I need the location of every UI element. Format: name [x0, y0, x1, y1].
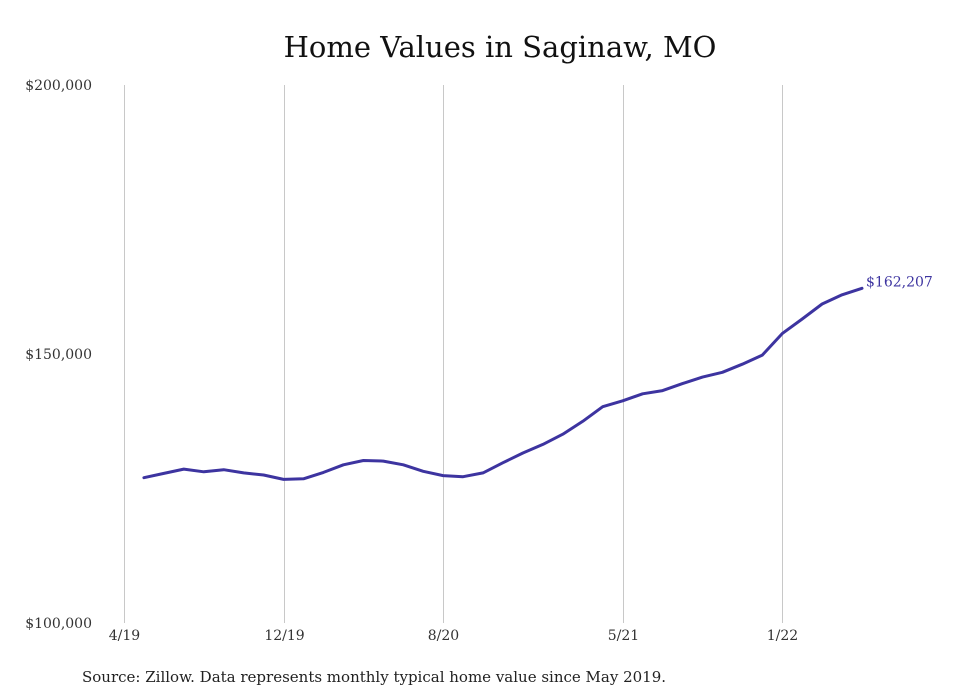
source-note: Source: Zillow. Data represents monthly …	[82, 668, 667, 686]
x-tick-label: 4/19	[109, 628, 140, 644]
grid-layer	[124, 85, 783, 623]
series-layer: $162,207	[142, 274, 933, 481]
end-value-label: $162,207	[866, 274, 933, 290]
x-tick-label: 5/21	[608, 628, 639, 644]
series-line	[142, 286, 864, 481]
axis-layer: 4/19 12/19 8/20 5/21 1/22 $100,000 $150,000 $20…	[25, 78, 798, 644]
x-tick-label: 12/19	[264, 628, 304, 644]
y-tick-label: $150,000	[25, 347, 92, 363]
y-tick-label: $100,000	[25, 616, 92, 632]
x-tick-label: 1/22	[767, 628, 798, 644]
x-tick-label: 8/20	[428, 628, 459, 644]
chart-title: Home Values in Saginaw, MO	[283, 30, 717, 64]
y-tick-label: $200,000	[25, 78, 92, 94]
